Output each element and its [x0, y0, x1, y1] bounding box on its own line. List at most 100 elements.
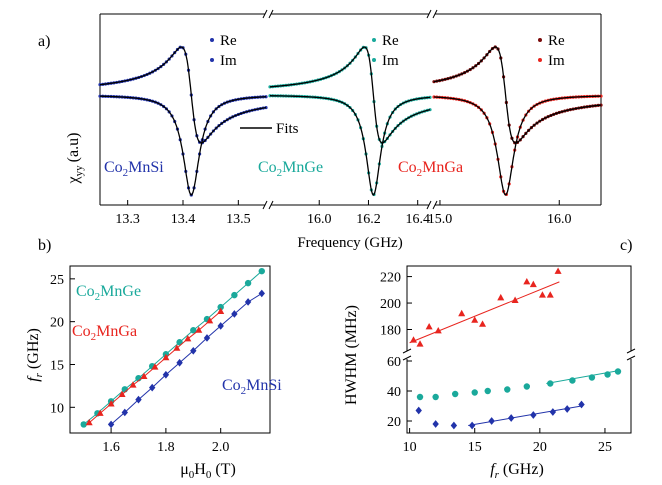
c-point: [434, 326, 442, 334]
a-fit-im: [270, 95, 431, 196]
c-point: [458, 309, 466, 317]
a-xtick-label: 16.0: [307, 212, 332, 227]
b-point: [190, 327, 197, 334]
c-point: [523, 383, 531, 390]
panel-b-xlabel: μ0H0 (T): [180, 461, 236, 481]
c-break-gap: [627, 351, 635, 359]
c-frame: [406, 265, 632, 434]
c-break-gap: [403, 351, 411, 359]
b-series-label: Co2MnGa: [72, 323, 137, 343]
c-point: [547, 380, 554, 387]
c-point: [471, 316, 479, 323]
b-point: [135, 395, 142, 404]
c-point: [614, 368, 622, 375]
c-point: [416, 393, 424, 401]
a-xtick-label: 13.3: [115, 212, 140, 227]
a-xtick-label: 15.0: [428, 212, 453, 227]
a-re-point: [264, 105, 268, 110]
a-material-label: Co2MnSi: [104, 159, 164, 179]
panel-a-spectra: a) χyy(a.u) Frequency (GHz) 13.3 13.4 13.5…: [38, 9, 603, 251]
c-point: [546, 291, 554, 298]
b-point: [162, 353, 170, 361]
b-point: [107, 400, 115, 407]
c-point: [450, 421, 458, 430]
panel-c-label: c): [620, 237, 632, 254]
c-point: [425, 323, 433, 330]
b-fit-line: [110, 292, 263, 425]
b-point: [244, 298, 252, 306]
b-frame: [69, 265, 271, 434]
c-point: [529, 280, 537, 288]
b-point: [217, 307, 225, 314]
c-ytick-label: 220: [380, 271, 401, 286]
a-re-point: [599, 103, 603, 107]
c-point: [451, 390, 459, 398]
b-ytick-label: 25: [50, 273, 64, 288]
a-break-gap: [265, 10, 271, 18]
a-xtick-label: 16.4: [405, 212, 430, 227]
b-point: [151, 363, 159, 370]
a-material-label: Co2MnGe: [258, 159, 323, 179]
a-break-mark: [262, 200, 268, 210]
b-point: [80, 421, 87, 428]
a-fit-re: [99, 46, 267, 144]
a-legend-im: Im: [548, 53, 565, 69]
a-legend-re-marker: [538, 38, 542, 42]
a-break-mark: [432, 200, 438, 210]
c-ytick-label: 60: [387, 355, 401, 370]
b-point: [140, 372, 148, 380]
c-point: [488, 417, 495, 425]
c-point: [415, 406, 422, 415]
c-point: [569, 377, 576, 384]
a-fit-re: [270, 46, 431, 144]
panel-b-marks: [80, 267, 265, 429]
a-legend-im-marker: [210, 58, 214, 62]
c-point: [578, 400, 585, 409]
c-ytick-label: 200: [380, 297, 401, 312]
b-point: [217, 303, 224, 311]
a-legend-im-marker: [372, 58, 376, 62]
b-point: [206, 316, 214, 324]
b-point: [217, 322, 224, 330]
c-ytick-label: 180: [380, 324, 401, 339]
c-ytick-label: 20: [387, 415, 401, 430]
b-point: [258, 289, 265, 298]
b-point: [85, 418, 93, 426]
a-legend-re: Re: [548, 33, 565, 49]
b-xtick-label: 2.0: [212, 440, 230, 455]
b-xtick-label: 1.8: [157, 440, 175, 455]
c-break-mark: [626, 348, 636, 354]
c-point: [523, 278, 531, 285]
b-point: [173, 344, 181, 351]
c-point: [554, 267, 562, 274]
c-point: [432, 420, 439, 428]
c-break-mark: [626, 355, 636, 361]
a-break-mark: [426, 200, 432, 210]
panel-a-label: a): [38, 33, 50, 50]
a-im-point: [428, 95, 432, 99]
a-legend-re: Re: [382, 33, 399, 49]
c-point: [409, 336, 418, 343]
a-legend-im: Im: [382, 53, 399, 69]
a-break-mark: [262, 9, 268, 19]
b-point: [203, 334, 211, 342]
panel-b-ylabel: fr (GHz): [25, 328, 45, 382]
panel-b-axes: 1.6 1.8 2.0 10 15 20 25: [50, 265, 271, 455]
a-legend-re: Re: [220, 33, 237, 49]
c-point: [538, 291, 546, 298]
c-point: [468, 421, 476, 430]
a-break-mark: [426, 9, 432, 19]
a-fit-im: [100, 95, 267, 196]
a-break-mark: [268, 200, 274, 210]
b-point: [231, 291, 238, 299]
a-legend-re-marker: [210, 38, 214, 42]
panel-b-dispersion: b) fr (GHz) μ0H0 (T) 1.6 1.8 2.0 10 15 20 25 C…: [25, 237, 282, 481]
c-break-mark: [402, 355, 412, 361]
b-point: [195, 326, 203, 333]
c-ytick-label: 40: [387, 385, 401, 400]
c-point: [479, 320, 487, 327]
b-ytick-label: 15: [50, 358, 64, 373]
panel-a-curves: [98, 45, 603, 197]
panel-a-annotations: Re Im Co2MnSi Re Im Co2MnGe Re Im Co2MnGa Fits: [104, 33, 565, 179]
c-point: [484, 387, 491, 395]
